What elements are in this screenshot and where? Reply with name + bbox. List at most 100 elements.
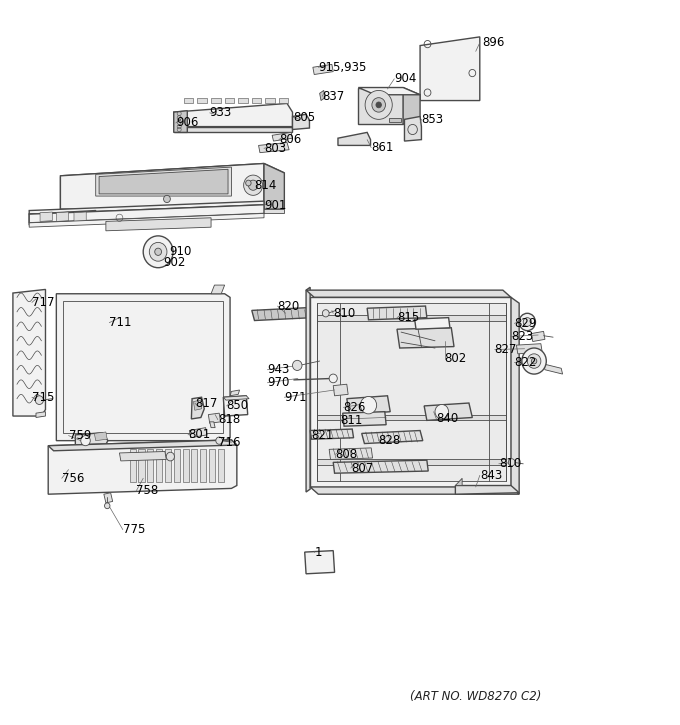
Circle shape — [216, 437, 222, 444]
Polygon shape — [148, 450, 154, 482]
Text: 853: 853 — [422, 113, 443, 126]
Text: 915,935: 915,935 — [318, 61, 367, 74]
Polygon shape — [191, 450, 197, 482]
Polygon shape — [264, 164, 284, 209]
Polygon shape — [224, 99, 234, 104]
Text: 826: 826 — [343, 401, 366, 414]
Polygon shape — [317, 303, 506, 481]
Polygon shape — [48, 440, 237, 494]
Polygon shape — [96, 167, 231, 196]
Polygon shape — [29, 210, 96, 225]
Polygon shape — [209, 450, 215, 482]
Text: 808: 808 — [335, 448, 358, 461]
Text: 811: 811 — [340, 414, 362, 427]
Polygon shape — [456, 486, 519, 494]
Polygon shape — [223, 396, 249, 400]
Circle shape — [522, 348, 546, 374]
Polygon shape — [362, 431, 423, 444]
Circle shape — [248, 180, 258, 190]
Polygon shape — [13, 289, 46, 416]
Polygon shape — [347, 396, 390, 415]
Polygon shape — [306, 290, 511, 297]
Text: 711: 711 — [109, 316, 132, 329]
Polygon shape — [174, 127, 292, 133]
Text: 823: 823 — [511, 330, 533, 343]
Polygon shape — [104, 493, 113, 503]
Circle shape — [527, 354, 541, 368]
Polygon shape — [511, 297, 519, 494]
Text: 933: 933 — [209, 107, 232, 120]
Polygon shape — [184, 99, 193, 104]
Polygon shape — [75, 433, 108, 450]
Polygon shape — [211, 99, 220, 104]
Text: 810: 810 — [499, 457, 521, 471]
Text: 843: 843 — [480, 469, 502, 482]
Polygon shape — [130, 450, 136, 482]
Text: 820: 820 — [277, 299, 300, 312]
Text: 828: 828 — [379, 434, 401, 447]
Text: 822: 822 — [514, 356, 537, 369]
Circle shape — [376, 102, 381, 108]
Polygon shape — [265, 99, 275, 104]
Text: 716: 716 — [218, 436, 240, 449]
Polygon shape — [40, 212, 52, 221]
Polygon shape — [29, 201, 264, 214]
Text: 803: 803 — [264, 142, 286, 155]
Text: 821: 821 — [311, 429, 334, 442]
Polygon shape — [333, 460, 428, 473]
Circle shape — [105, 503, 110, 509]
Polygon shape — [106, 218, 211, 231]
Polygon shape — [238, 99, 248, 104]
Polygon shape — [543, 364, 562, 374]
Polygon shape — [258, 143, 289, 153]
Circle shape — [81, 436, 90, 446]
Circle shape — [523, 318, 531, 326]
Text: 829: 829 — [514, 317, 537, 330]
Circle shape — [164, 195, 171, 202]
Text: 904: 904 — [394, 72, 417, 86]
Text: 840: 840 — [437, 413, 458, 426]
Polygon shape — [165, 450, 171, 482]
Polygon shape — [191, 397, 204, 419]
Polygon shape — [305, 551, 335, 573]
Polygon shape — [320, 91, 325, 101]
Polygon shape — [516, 344, 542, 354]
Polygon shape — [29, 213, 264, 227]
Polygon shape — [317, 460, 506, 465]
Polygon shape — [389, 118, 401, 123]
Polygon shape — [310, 487, 519, 494]
Polygon shape — [193, 400, 201, 410]
Circle shape — [372, 98, 386, 112]
Polygon shape — [415, 318, 450, 329]
Text: 810: 810 — [333, 307, 356, 320]
Text: 802: 802 — [445, 352, 466, 365]
Text: 801: 801 — [188, 428, 210, 442]
Polygon shape — [95, 432, 107, 441]
Text: 943: 943 — [267, 363, 290, 376]
Text: 902: 902 — [164, 256, 186, 269]
Polygon shape — [56, 212, 69, 221]
Polygon shape — [174, 104, 292, 127]
Polygon shape — [329, 448, 373, 460]
Polygon shape — [29, 204, 264, 223]
Polygon shape — [338, 133, 371, 146]
Circle shape — [531, 358, 537, 364]
Text: 837: 837 — [322, 90, 345, 103]
Polygon shape — [223, 396, 248, 416]
Circle shape — [435, 405, 449, 419]
Circle shape — [519, 313, 535, 331]
Polygon shape — [156, 450, 163, 482]
Polygon shape — [252, 99, 261, 104]
Text: 901: 901 — [264, 199, 286, 212]
Text: 817: 817 — [194, 397, 217, 410]
Polygon shape — [272, 133, 292, 141]
Text: 758: 758 — [137, 484, 158, 497]
Polygon shape — [61, 164, 264, 209]
Text: 1: 1 — [314, 546, 322, 558]
Polygon shape — [456, 478, 462, 486]
Polygon shape — [174, 450, 180, 482]
Text: 775: 775 — [123, 523, 146, 536]
Text: 861: 861 — [371, 141, 394, 154]
Text: 805: 805 — [293, 111, 316, 124]
Circle shape — [167, 452, 174, 461]
